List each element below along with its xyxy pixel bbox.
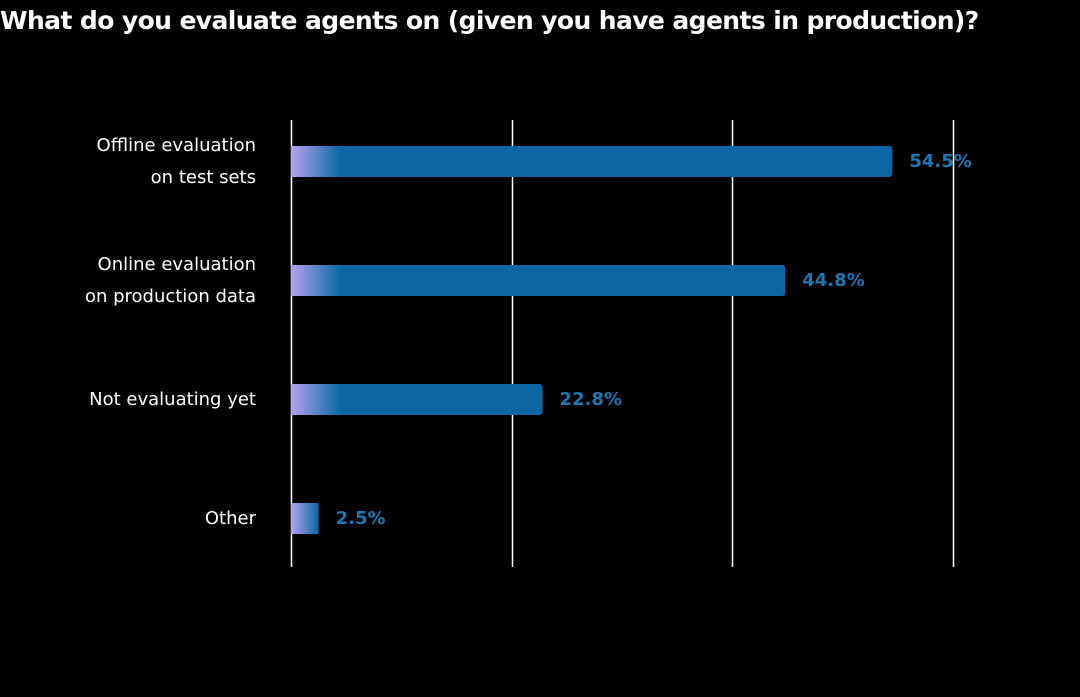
- bar-group: [291, 265, 786, 296]
- category-label: Offline evaluation on test sets: [97, 135, 256, 188]
- value-label: 2.5%: [336, 508, 386, 529]
- category-label-line: Online evaluation: [98, 254, 256, 275]
- bar-gradient: [291, 503, 319, 534]
- category-label: Online evaluation on production data: [85, 254, 256, 307]
- chart-title: What do you evaluate agents on (given yo…: [0, 6, 979, 35]
- category-label: Other: [205, 508, 257, 529]
- value-label: 54.5%: [909, 151, 971, 172]
- category-label-line: Not evaluating yet: [89, 389, 256, 410]
- bar-gradient: [291, 146, 341, 177]
- bar-group: [291, 503, 319, 534]
- category-label-line: on production data: [85, 286, 256, 307]
- category-label: Not evaluating yet: [89, 389, 256, 410]
- category-label-line: Other: [205, 508, 257, 529]
- bar: [291, 265, 786, 296]
- category-label-line: Offline evaluation: [97, 135, 256, 156]
- bar: [291, 384, 543, 415]
- bar: [291, 146, 893, 177]
- bar-group: [291, 146, 893, 177]
- value-label: 44.8%: [802, 270, 864, 291]
- category-label-line: on test sets: [151, 167, 256, 188]
- value-label: 22.8%: [560, 389, 622, 410]
- bar-gradient: [291, 384, 341, 415]
- bar-gradient: [291, 265, 341, 296]
- bar-group: [291, 384, 543, 415]
